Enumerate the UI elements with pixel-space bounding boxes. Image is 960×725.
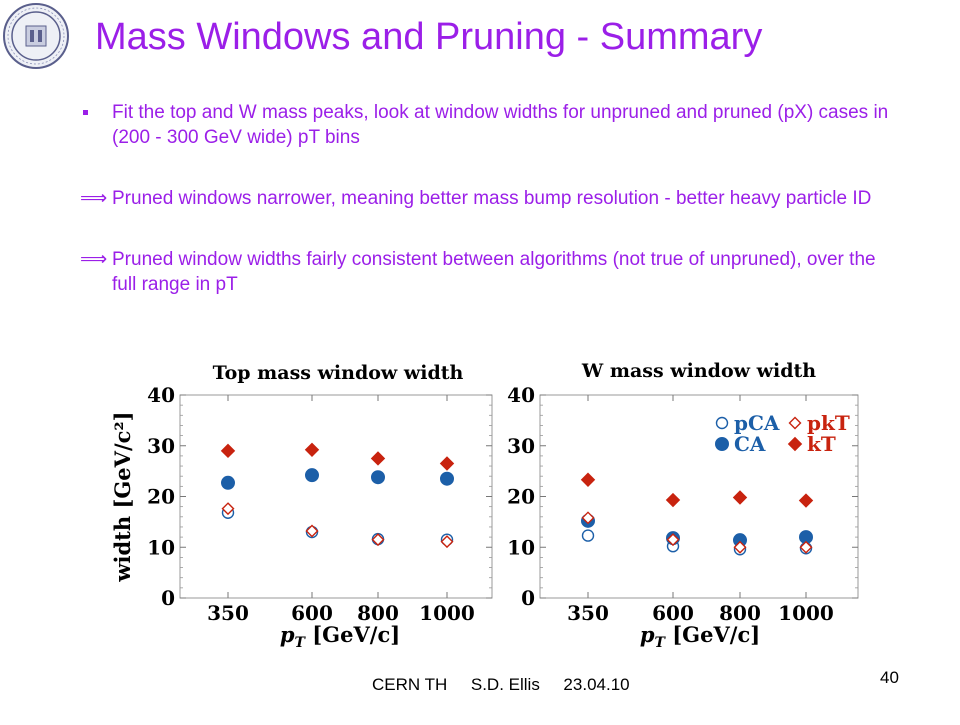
bullet-item: ⟹ Pruned windows narrower, meaning bette… bbox=[80, 186, 900, 211]
page-number: 40 bbox=[880, 668, 899, 687]
square-bullet-icon bbox=[83, 110, 88, 115]
university-seal-logo bbox=[2, 2, 70, 70]
x-tick-label: 350 bbox=[207, 601, 249, 625]
y-tick-label: 10 bbox=[147, 535, 175, 559]
data-point-pkt bbox=[371, 533, 385, 547]
implies-arrow-icon: ⟹ bbox=[80, 188, 108, 209]
y-tick-label: 30 bbox=[147, 434, 175, 458]
y-tick-label: 40 bbox=[147, 383, 175, 407]
data-point-kt bbox=[370, 451, 386, 466]
implies-arrow-icon: ⟹ bbox=[80, 249, 108, 270]
plot-frame bbox=[179, 394, 493, 599]
bullet-text: Fit the top and W mass peaks, look at wi… bbox=[112, 102, 889, 148]
bullet-text: Pruned windows narrower, meaning better … bbox=[112, 188, 872, 209]
bullet-text: Pruned window widths fairly consistent b… bbox=[112, 249, 876, 295]
slide-title: Mass Windows and Pruning - Summary bbox=[95, 16, 763, 58]
chart-title: Top mass window width bbox=[213, 362, 464, 384]
bullet-item: Fit the top and W mass peaks, look at wi… bbox=[80, 100, 900, 150]
x-tick-label: 1000 bbox=[419, 601, 475, 625]
slide-footer: CERN TH S.D. Ellis 23.04.10 bbox=[372, 675, 630, 694]
data-point-ca bbox=[371, 470, 385, 485]
data-point-pkt bbox=[305, 524, 319, 538]
y-tick-label: 20 bbox=[147, 485, 175, 509]
y-axis-label: width [GeV/c²] bbox=[110, 411, 135, 582]
x-tick-label: 800 bbox=[357, 601, 399, 625]
data-point-kt bbox=[304, 442, 320, 458]
data-point-kt bbox=[220, 443, 236, 459]
bullet-item: ⟹ Pruned window widths fairly consistent… bbox=[80, 247, 900, 297]
data-point-pkt bbox=[221, 502, 235, 516]
bullet-list: Fit the top and W mass peaks, look at wi… bbox=[80, 100, 900, 333]
y-tick-label: 0 bbox=[161, 586, 175, 610]
data-point-ca bbox=[440, 471, 454, 486]
data-point-ca bbox=[305, 468, 319, 483]
x-axis-label: pT [GeV/c] bbox=[280, 622, 400, 651]
x-tick-label: 600 bbox=[291, 601, 333, 625]
data-point-pkt bbox=[440, 535, 454, 549]
data-point-kt bbox=[439, 456, 455, 471]
data-point-ca bbox=[221, 475, 235, 490]
chart-group: Top mass window width 0 10 20 30 40 350 600 800 1… bbox=[110, 362, 493, 651]
